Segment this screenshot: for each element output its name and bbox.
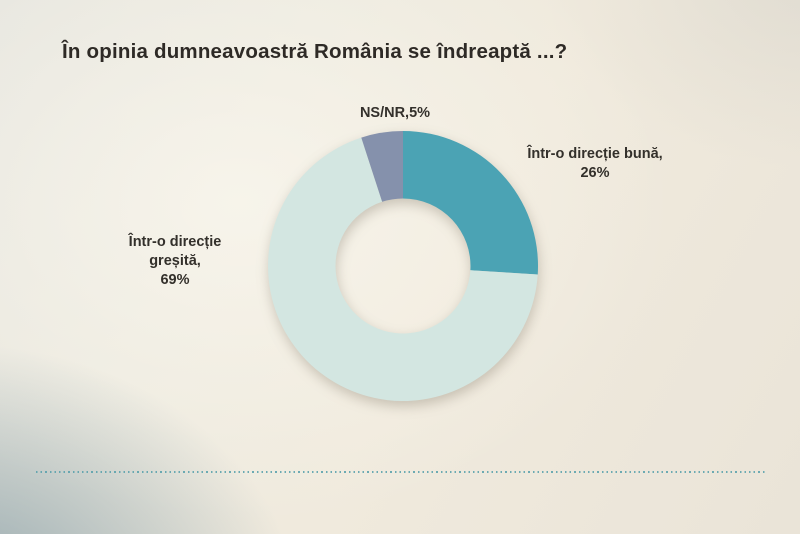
callout-ns-nr: NS/NR,5% — [315, 104, 475, 123]
donut-chart — [263, 126, 543, 406]
donut-slice-ns-nr — [361, 131, 403, 202]
callout-gresita-line1: Într-o direcție — [128, 234, 222, 250]
callout-directie-buna: Într-o direcție bună, 26% — [504, 145, 686, 183]
callout-buna-line1: Într-o direcție bună, — [527, 146, 663, 162]
callout-directie-gresita: Într-o direcție greșită, 69% — [85, 233, 265, 290]
callout-gresita-line2: greșită, — [149, 253, 201, 269]
footer: CURS ESOMAR member Iulie 2025 Sondaj de … — [0, 486, 800, 534]
callout-ns-line: NS/NR,5% — [359, 105, 431, 121]
callout-buna-line2: 26% — [580, 165, 610, 181]
donut-slice--ntr-o-direc-ie-bun- — [403, 131, 538, 275]
callout-gresita-line3: 69% — [160, 272, 190, 288]
donut-slice--ntr-o-direc-ie-gre-it- — [268, 137, 538, 402]
page-title: În opinia dumneavoastră România se îndre… — [62, 40, 568, 63]
dotted-divider — [36, 471, 766, 473]
donut-chart-svg — [268, 131, 538, 402]
